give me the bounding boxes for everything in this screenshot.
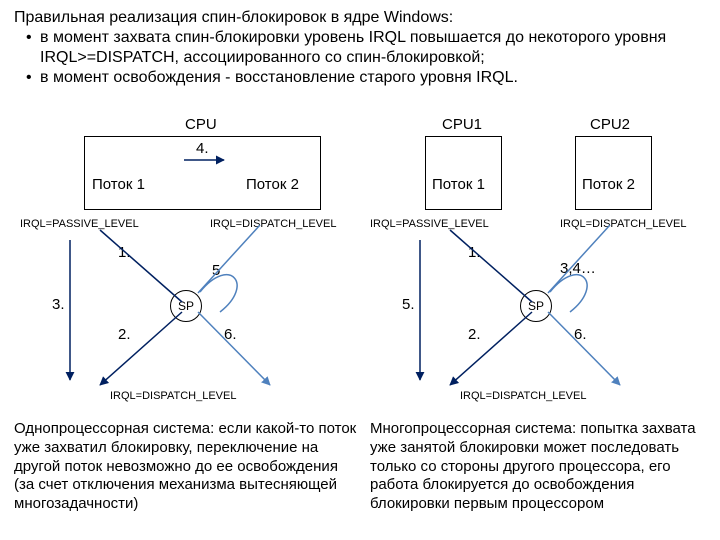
left-step-4: 4.: [196, 140, 209, 157]
right-loop-34: [550, 275, 587, 312]
right-thread1: Поток 1: [432, 176, 485, 193]
right-step-6: 6.: [574, 326, 587, 343]
left-step-3: 3.: [52, 296, 65, 313]
right-step-34: 3,4…: [560, 260, 596, 277]
right-cpu1-box: [425, 136, 502, 210]
left-step-2: 2.: [118, 326, 131, 343]
right-line-in-2: [548, 225, 610, 293]
right-line-out-2: [548, 312, 620, 385]
left-step-1: 1.: [118, 244, 131, 261]
right-line-in-1: [450, 230, 532, 302]
left-sp-label: SP: [178, 299, 194, 313]
left-step-6: 6.: [224, 326, 237, 343]
right-cpu2-box: [575, 136, 652, 210]
left-line-out-2: [198, 312, 270, 385]
right-thread2: Поток 2: [582, 176, 635, 193]
left-line-out-1: [100, 312, 182, 385]
left-line-in-2: [198, 225, 260, 293]
left-irql-passive: IRQL=PASSIVE_LEVEL: [20, 218, 139, 230]
right-cpu2-label: CPU2: [590, 116, 630, 133]
right-cpu1-label: CPU1: [442, 116, 482, 133]
right-caption: Многопроцессорная система: попытка захва…: [370, 420, 715, 514]
left-caption: Однопроцессорная система: если какой-то …: [14, 420, 359, 514]
right-step-2: 2.: [468, 326, 481, 343]
left-loop-5: [200, 275, 237, 312]
right-step-1: 1.: [468, 244, 481, 261]
bullet-1: в момент захвата спин-блокировки уровень…: [40, 28, 705, 68]
left-thread1: Поток 1: [92, 176, 145, 193]
slide: Правильная реализация спин-блокировок в …: [0, 0, 720, 540]
right-irql-dispatch-top: IRQL=DISPATCH_LEVEL: [560, 218, 686, 230]
left-thread2: Поток 2: [246, 176, 299, 193]
bullet-2: в момент освобождения - восстановление с…: [40, 68, 705, 88]
right-sp-label: SP: [528, 299, 544, 313]
left-irql-dispatch-bottom: IRQL=DISPATCH_LEVEL: [110, 390, 236, 402]
right-irql-passive: IRQL=PASSIVE_LEVEL: [370, 218, 489, 230]
right-line-out-1: [450, 312, 532, 385]
left-step-5: 5: [212, 262, 220, 279]
right-irql-dispatch-bottom: IRQL=DISPATCH_LEVEL: [460, 390, 586, 402]
right-step-5: 5.: [402, 296, 415, 313]
title: Правильная реализация спин-блокировок в …: [14, 8, 704, 27]
left-irql-dispatch-top: IRQL=DISPATCH_LEVEL: [210, 218, 336, 230]
left-line-in-1: [100, 230, 182, 302]
left-cpu-label: CPU: [185, 116, 217, 133]
right-sp-node: SP: [520, 290, 552, 322]
left-sp-node: SP: [170, 290, 202, 322]
